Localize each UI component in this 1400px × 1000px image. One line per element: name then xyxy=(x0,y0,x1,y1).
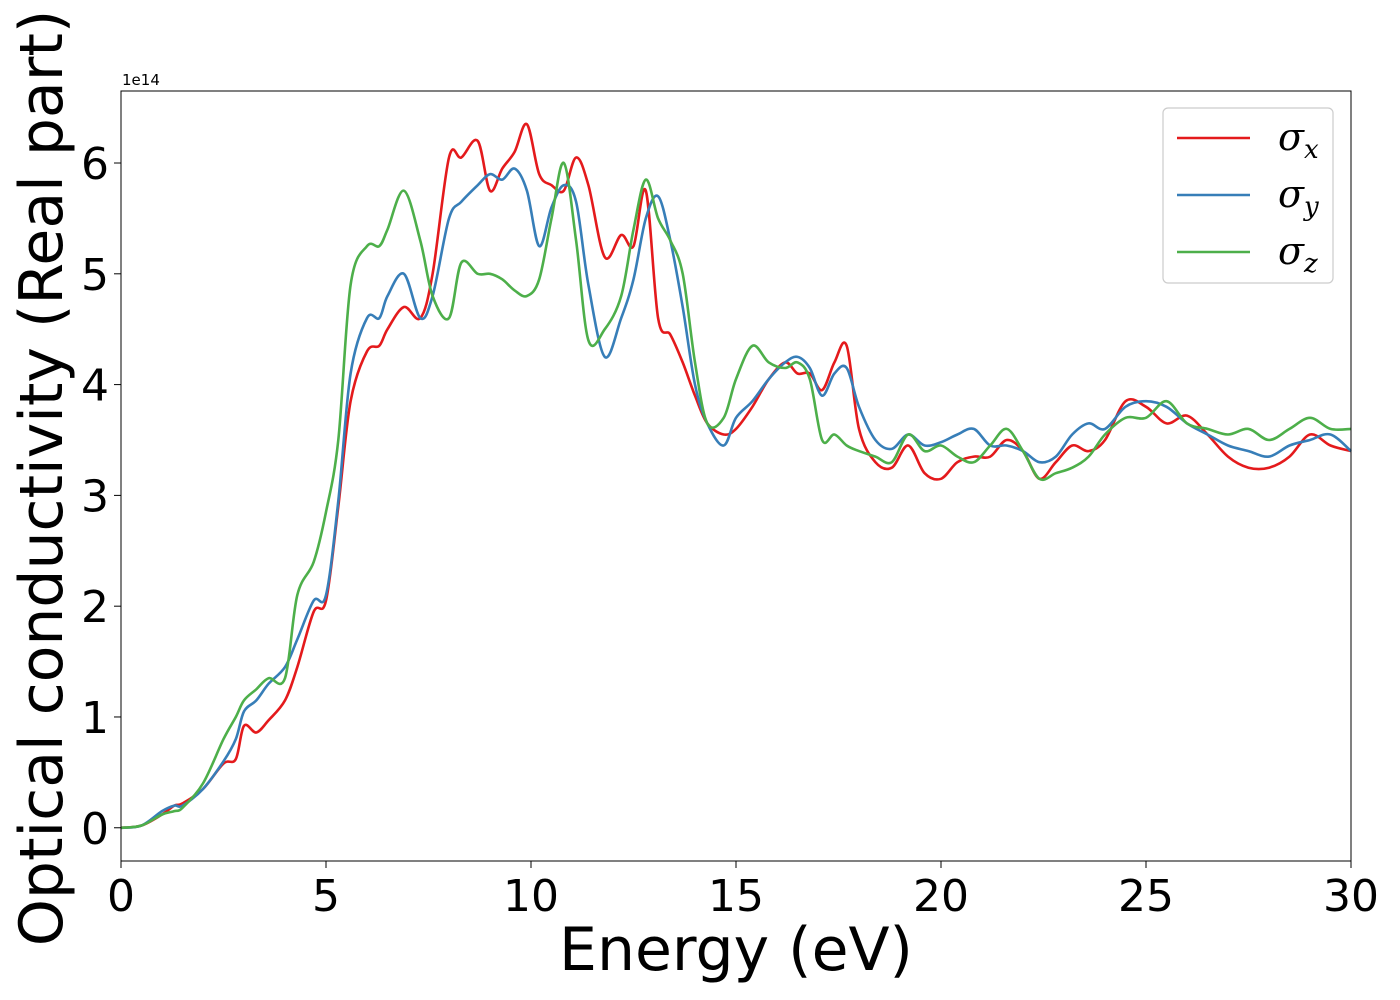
x-tick-label: 10 xyxy=(503,871,559,922)
x-axis-ticks: 0 5 10 15 20 25 30 xyxy=(107,861,1379,922)
y-tick-label: 4 xyxy=(81,361,109,412)
series-line-sigma-x xyxy=(120,122,1352,830)
x-tick-label: 20 xyxy=(913,871,969,922)
x-axis-label: Energy (eV) xyxy=(559,915,913,985)
y-tick-label: 0 xyxy=(81,804,109,855)
y-axis-offset-label: 1e14 xyxy=(122,71,160,89)
y-tick-label: 6 xyxy=(81,139,109,190)
x-tick-label: 30 xyxy=(1323,871,1379,922)
y-tick-label: 1 xyxy=(81,693,109,744)
y-tick-label: 3 xyxy=(81,471,109,522)
series-line-sigma-z xyxy=(120,161,1352,830)
series-layer xyxy=(120,122,1352,830)
y-tick-label: 5 xyxy=(81,250,109,301)
x-tick-label: 0 xyxy=(107,871,135,922)
x-tick-label: 15 xyxy=(708,871,764,922)
x-tick-label: 25 xyxy=(1118,871,1174,922)
y-axis-label: Optical conductivity (Real part) xyxy=(7,10,77,947)
y-tick-label: 2 xyxy=(81,582,109,633)
y-axis-ticks: 0 1 2 3 4 5 6 xyxy=(81,139,121,855)
x-tick-label: 5 xyxy=(312,871,340,922)
